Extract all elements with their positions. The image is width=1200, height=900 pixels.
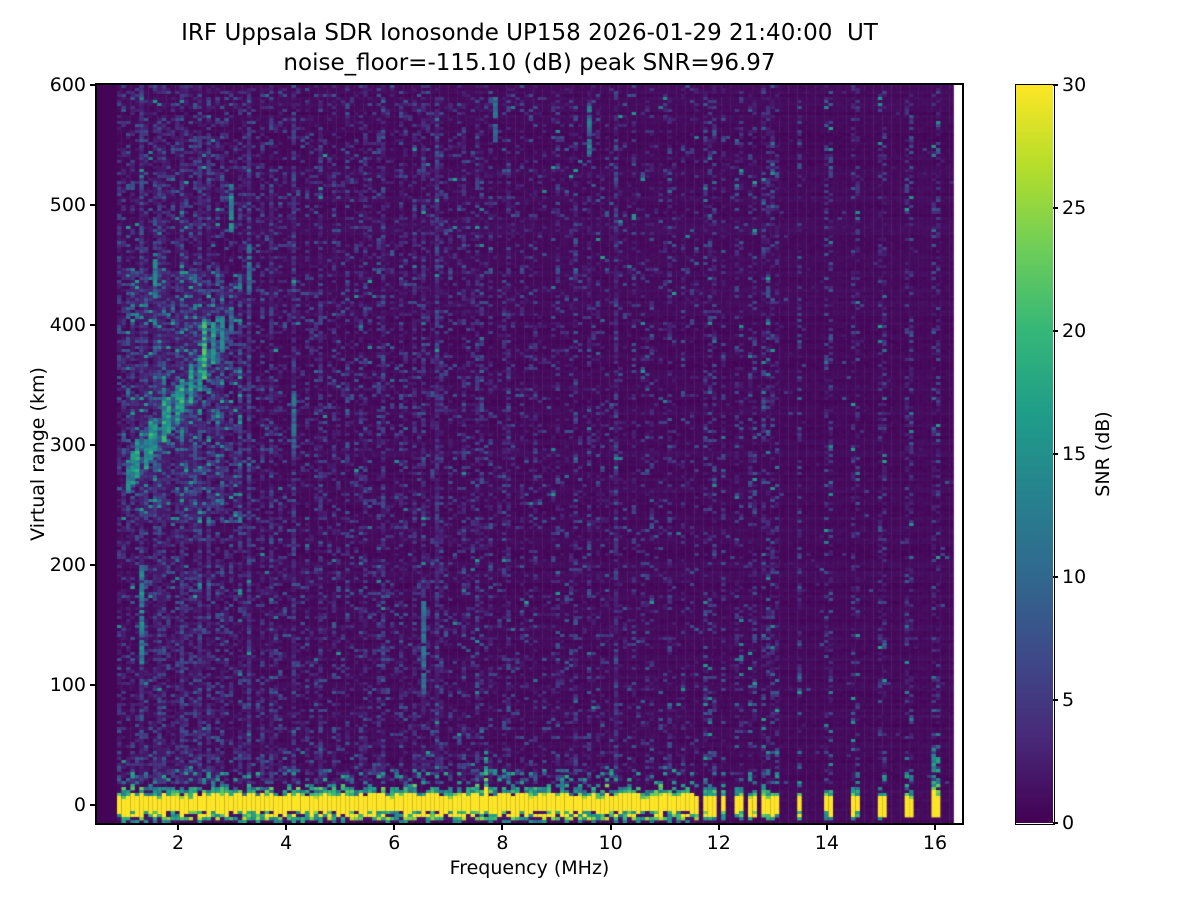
y-tick-label: 0 bbox=[73, 794, 86, 816]
x-tick-mark bbox=[177, 823, 180, 830]
y-tick-mark bbox=[90, 324, 97, 326]
y-tick-label: 300 bbox=[49, 434, 86, 456]
colorbar-tick-label: 30 bbox=[1062, 74, 1087, 96]
y-axis-label: Virtual range (km) bbox=[27, 367, 49, 541]
colorbar-tick-label: 10 bbox=[1062, 566, 1087, 588]
x-tick-mark bbox=[717, 823, 720, 830]
colorbar-tick-mark bbox=[1053, 84, 1058, 86]
colorbar-tick-label: 15 bbox=[1062, 443, 1087, 465]
x-tick-label: 14 bbox=[814, 832, 839, 854]
colorbar-tick-label: 5 bbox=[1062, 689, 1075, 711]
colorbar-tick-mark bbox=[1053, 822, 1058, 824]
x-tick-mark bbox=[501, 823, 504, 830]
x-tick-label: 2 bbox=[172, 832, 185, 854]
colorbar-label: SNR (dB) bbox=[1092, 411, 1114, 497]
ionogram-heatmap-canvas bbox=[97, 85, 962, 823]
page-title: IRF Uppsala SDR Ionosonde UP158 2026-01-… bbox=[181, 20, 878, 46]
y-tick-label: 400 bbox=[49, 314, 86, 336]
colorbar-tick-label: 0 bbox=[1062, 812, 1075, 834]
x-tick-mark bbox=[285, 823, 288, 830]
y-tick-mark bbox=[90, 564, 97, 566]
colorbar-tick-mark bbox=[1053, 576, 1058, 578]
x-tick-mark bbox=[609, 823, 612, 830]
y-tick-label: 100 bbox=[49, 674, 86, 696]
x-tick-label: 12 bbox=[706, 832, 731, 854]
colorbar-tick-mark bbox=[1053, 453, 1058, 455]
y-tick-mark bbox=[90, 444, 97, 446]
colorbar-tick-mark bbox=[1053, 330, 1058, 332]
x-tick-mark bbox=[393, 823, 396, 830]
y-tick-label: 600 bbox=[49, 74, 86, 96]
y-tick-label: 500 bbox=[49, 194, 86, 216]
colorbar-tick-label: 20 bbox=[1062, 320, 1087, 342]
y-tick-mark bbox=[90, 804, 97, 806]
x-tick-mark bbox=[933, 823, 936, 830]
y-tick-mark bbox=[90, 684, 97, 686]
x-tick-label: 4 bbox=[280, 832, 293, 854]
x-tick-mark bbox=[825, 823, 828, 830]
x-tick-label: 10 bbox=[598, 832, 623, 854]
colorbar-canvas bbox=[1016, 85, 1053, 823]
page-subtitle: noise_floor=-115.10 (dB) peak SNR=96.97 bbox=[283, 50, 776, 76]
x-tick-label: 6 bbox=[388, 832, 401, 854]
x-axis-label: Frequency (MHz) bbox=[449, 857, 610, 879]
colorbar-tick-mark bbox=[1053, 207, 1058, 209]
colorbar-tick-label: 25 bbox=[1062, 197, 1087, 219]
y-tick-mark bbox=[90, 84, 97, 86]
y-tick-mark bbox=[90, 204, 97, 206]
x-tick-label: 16 bbox=[922, 832, 948, 854]
x-tick-label: 8 bbox=[496, 832, 509, 854]
y-tick-label: 200 bbox=[49, 554, 86, 576]
colorbar-tick-mark bbox=[1053, 699, 1058, 701]
